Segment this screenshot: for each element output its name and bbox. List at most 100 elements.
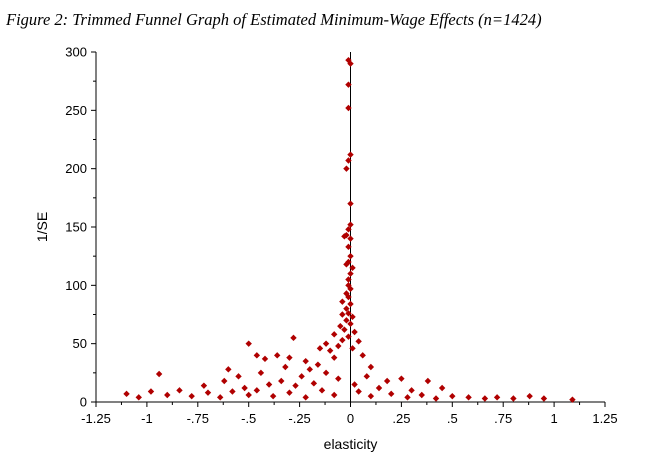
- data-point: [302, 357, 309, 365]
- data-point: [418, 391, 425, 399]
- data-point: [147, 388, 155, 395]
- x-tick-label: .5: [447, 411, 458, 426]
- data-point: [241, 384, 248, 392]
- data-point: [367, 363, 375, 371]
- x-tick-label: -.75: [187, 411, 209, 426]
- chart-title: Figure 2: Trimmed Funnel Graph of Estima…: [6, 10, 542, 29]
- data-point: [269, 392, 277, 400]
- data-point: [274, 352, 281, 359]
- data-point: [345, 226, 352, 233]
- data-point: [493, 394, 501, 401]
- data-point: [318, 387, 326, 394]
- data-point: [347, 151, 354, 158]
- y-tick-label: 100: [65, 278, 87, 293]
- data-point: [292, 382, 299, 389]
- data-point: [164, 391, 171, 399]
- data-point: [176, 387, 183, 394]
- x-tick-label: .25: [392, 411, 410, 426]
- data-point: [282, 363, 289, 371]
- data-point: [322, 340, 330, 347]
- data-point: [345, 333, 352, 340]
- data-point: [335, 375, 342, 382]
- data-point: [253, 387, 261, 394]
- data-point: [349, 345, 356, 352]
- data-point: [438, 384, 446, 392]
- data-point: [345, 81, 352, 88]
- data-point: [326, 347, 334, 354]
- data-point: [363, 373, 370, 380]
- data-point: [347, 235, 354, 242]
- x-tick-label: 0: [347, 411, 354, 426]
- data-point: [398, 375, 405, 382]
- data-point: [245, 340, 252, 347]
- data-point: [343, 165, 350, 172]
- y-axis-label: 1/SE: [34, 212, 50, 242]
- data-point: [278, 377, 285, 385]
- data-point: [432, 395, 440, 402]
- y-tick-label: 250: [65, 103, 87, 118]
- data-point: [347, 320, 354, 328]
- data-point: [253, 352, 261, 359]
- data-point: [347, 200, 354, 207]
- data-point: [345, 157, 352, 164]
- data-point: [347, 285, 354, 293]
- data-point: [345, 243, 352, 251]
- data-points: [123, 56, 576, 403]
- data-point: [314, 361, 322, 368]
- x-tick-label: 1.25: [592, 411, 617, 426]
- data-point: [404, 394, 411, 401]
- data-point: [204, 389, 212, 396]
- data-point: [306, 366, 313, 373]
- data-point: [367, 392, 375, 400]
- x-tick-label: -.5: [241, 411, 256, 426]
- data-point: [540, 395, 548, 402]
- data-point: [302, 394, 309, 401]
- data-point: [359, 352, 366, 359]
- y-axis: 0 50 100 150 200 250 300: [65, 45, 97, 410]
- data-point: [424, 377, 432, 385]
- x-tick-label: .75: [494, 411, 512, 426]
- data-point: [347, 252, 354, 260]
- data-point: [339, 298, 346, 305]
- data-point: [200, 382, 208, 389]
- data-point: [347, 300, 354, 308]
- data-point: [316, 345, 324, 352]
- data-point: [261, 355, 269, 363]
- data-point: [345, 310, 352, 317]
- data-point: [229, 388, 236, 395]
- data-point: [322, 369, 330, 377]
- data-point: [331, 331, 338, 338]
- data-point: [347, 60, 354, 67]
- data-point: [123, 390, 130, 398]
- data-point: [331, 391, 338, 399]
- y-tick-label: 200: [65, 161, 87, 176]
- data-point: [383, 377, 391, 385]
- data-point: [290, 334, 297, 342]
- data-point: [465, 394, 472, 401]
- data-point: [245, 391, 252, 399]
- data-point: [355, 388, 362, 395]
- data-point: [221, 377, 228, 385]
- data-point: [345, 293, 352, 301]
- data-point: [155, 370, 163, 378]
- data-point: [216, 394, 224, 401]
- data-point: [345, 104, 352, 112]
- data-point: [375, 384, 383, 392]
- x-tick-label: -1.25: [81, 411, 111, 426]
- data-point: [355, 338, 362, 345]
- data-point: [188, 392, 195, 400]
- data-point: [265, 381, 273, 388]
- data-point: [510, 395, 517, 402]
- x-axis-label: elasticity: [324, 436, 378, 452]
- data-point: [569, 396, 576, 403]
- data-point: [339, 336, 346, 344]
- data-point: [337, 322, 344, 330]
- data-point: [298, 373, 305, 380]
- data-point: [257, 369, 265, 377]
- y-tick-label: 150: [65, 220, 87, 235]
- data-point: [343, 261, 350, 268]
- data-point: [135, 394, 142, 401]
- data-point: [345, 276, 352, 283]
- data-point: [335, 342, 342, 350]
- data-point: [286, 354, 293, 361]
